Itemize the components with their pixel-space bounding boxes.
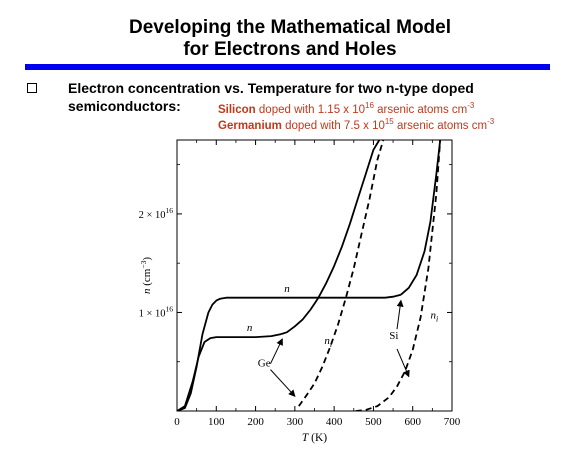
x-tick-label: 200 xyxy=(247,416,264,428)
x-axis-label: T (K) xyxy=(302,432,327,444)
series-line-n-ge-rise xyxy=(280,140,381,335)
annotation-label: Ge xyxy=(258,358,271,370)
y-axis-label: n (cm−3) xyxy=(139,257,153,294)
annotation-label: n xyxy=(247,322,253,334)
series-line-n xyxy=(177,333,282,411)
series-line-ni xyxy=(355,140,442,411)
slide-title-line2: for Electrons and Holes xyxy=(183,39,397,60)
y-tick-exponent: 16 xyxy=(166,304,174,313)
y-tick-label: 1 × 1016 xyxy=(139,304,174,319)
germanium-unit-exp: -3 xyxy=(487,117,495,126)
germanium-doping-exp: 15 xyxy=(384,117,394,126)
silicon-doping-exp: 16 xyxy=(365,101,374,110)
series-line-ni xyxy=(298,140,385,407)
annotation-arrow xyxy=(270,369,296,397)
title-underline-bar xyxy=(25,64,550,70)
y-tick-label: 2 × 1016 xyxy=(139,206,174,221)
annotation-arrow xyxy=(396,299,404,330)
x-tick-label: 100 xyxy=(208,416,225,428)
germanium-doping-note: Germanium doped with 7.5 x 1015 arsenic … xyxy=(218,117,494,132)
germanium-doping-text: doped with 7.5 x 10 xyxy=(281,119,385,132)
x-tick-label: 600 xyxy=(404,416,421,428)
annotation-label: n xyxy=(284,283,290,295)
annotation-label: Si xyxy=(389,330,398,342)
bullet-text-line1: Electron concentration vs. Temperature f… xyxy=(68,80,474,96)
x-tick-label: 700 xyxy=(444,416,461,428)
silicon-doping-text: doped with 1.15 x 10 xyxy=(255,103,366,116)
annotation-label: ni xyxy=(430,309,438,323)
x-tick-label: 300 xyxy=(287,416,304,428)
silicon-doping-note: Silicon doped with 1.15 x 1016 arsenic a… xyxy=(218,101,474,116)
y-tick-exponent: 16 xyxy=(166,206,174,215)
plot-frame xyxy=(176,139,453,412)
x-tick-label: 0 xyxy=(174,416,180,428)
series-line-n xyxy=(177,293,402,411)
x-tick-label: 400 xyxy=(326,416,343,428)
annotation-arrow xyxy=(270,338,283,364)
silicon-unit-exp: -3 xyxy=(467,101,475,110)
slide-title-line1: Developing the Mathematical Model xyxy=(129,17,451,38)
annotation-arrow xyxy=(396,348,410,378)
annotation-label: ni xyxy=(324,335,332,349)
germanium-label: Germanium xyxy=(218,119,282,132)
x-tick-label: 500 xyxy=(365,416,382,428)
silicon-unit-text: arsenic atoms cm xyxy=(373,103,468,116)
series-line-n-si-rise xyxy=(400,140,442,296)
checkbox-bullet-icon xyxy=(27,83,37,93)
bullet-text-line2: semiconductors: xyxy=(68,98,181,114)
silicon-label: Silicon xyxy=(218,103,256,116)
germanium-unit-text: arsenic atoms cm xyxy=(393,119,488,132)
